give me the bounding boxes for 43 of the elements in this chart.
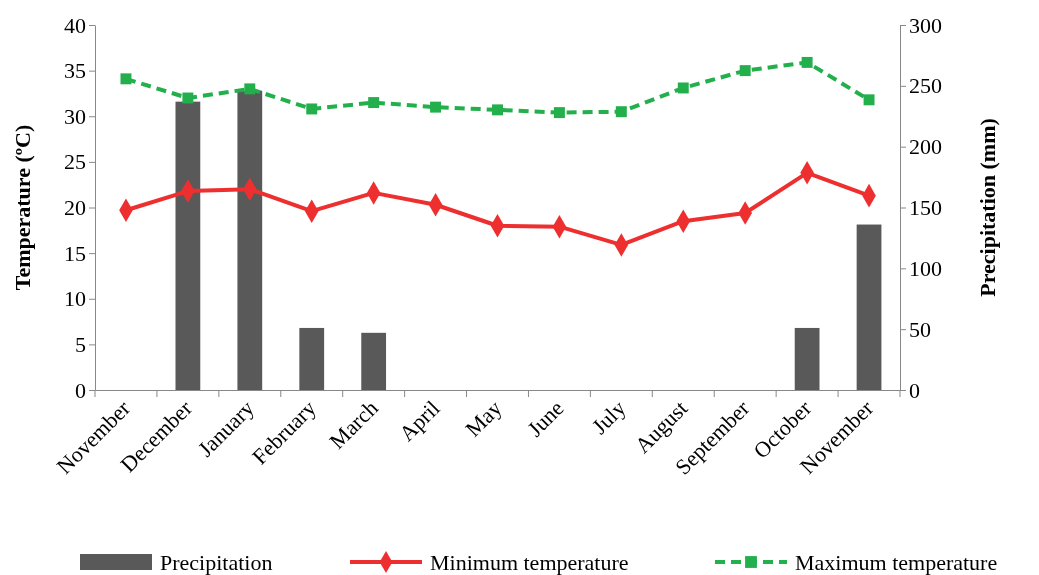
y-tick-label: 15 xyxy=(64,240,86,266)
x-tick-label: June xyxy=(522,395,569,442)
point xyxy=(615,106,627,118)
legend-label: Maximum temperature xyxy=(795,549,998,575)
y-tick-label: 30 xyxy=(64,103,86,129)
y2-tick-label: 300 xyxy=(909,12,942,38)
point xyxy=(244,83,256,95)
y2-tick-label: 100 xyxy=(909,255,942,281)
y2-axis-title: Precipitation (mm) xyxy=(975,118,1000,297)
y2-tick-label: 0 xyxy=(909,377,920,403)
legend-label: Precipitation xyxy=(160,549,273,575)
bar xyxy=(361,332,387,390)
point xyxy=(492,104,503,116)
point xyxy=(863,94,875,106)
y-tick-label: 40 xyxy=(64,12,86,38)
bar xyxy=(299,327,325,390)
point xyxy=(739,65,751,77)
y-tick-label: 10 xyxy=(64,286,86,312)
y-tick-label: 20 xyxy=(64,195,86,221)
point xyxy=(182,92,194,104)
y2-tick-label: 250 xyxy=(909,73,942,99)
point xyxy=(368,97,380,109)
point xyxy=(553,107,565,119)
bar xyxy=(175,101,201,390)
y2-tick-label: 150 xyxy=(909,195,942,221)
y-axis-title: Temperature (ºC) xyxy=(10,124,35,291)
point xyxy=(801,56,813,68)
bar xyxy=(856,224,882,390)
point xyxy=(677,82,689,94)
y-tick-label: 5 xyxy=(75,331,86,357)
x-tick-label: May xyxy=(460,395,507,442)
y-tick-label: 35 xyxy=(64,58,86,84)
y2-tick-label: 200 xyxy=(909,134,942,160)
bar xyxy=(794,327,820,390)
point xyxy=(120,73,132,85)
y-tick-label: 0 xyxy=(75,377,86,403)
x-tick-label: July xyxy=(586,395,631,440)
y-tick-label: 25 xyxy=(64,149,86,175)
point xyxy=(306,103,318,115)
y2-tick-label: 50 xyxy=(909,316,931,342)
point xyxy=(430,101,442,113)
bar xyxy=(237,90,263,390)
legend-label: Minimum temperature xyxy=(430,549,629,575)
